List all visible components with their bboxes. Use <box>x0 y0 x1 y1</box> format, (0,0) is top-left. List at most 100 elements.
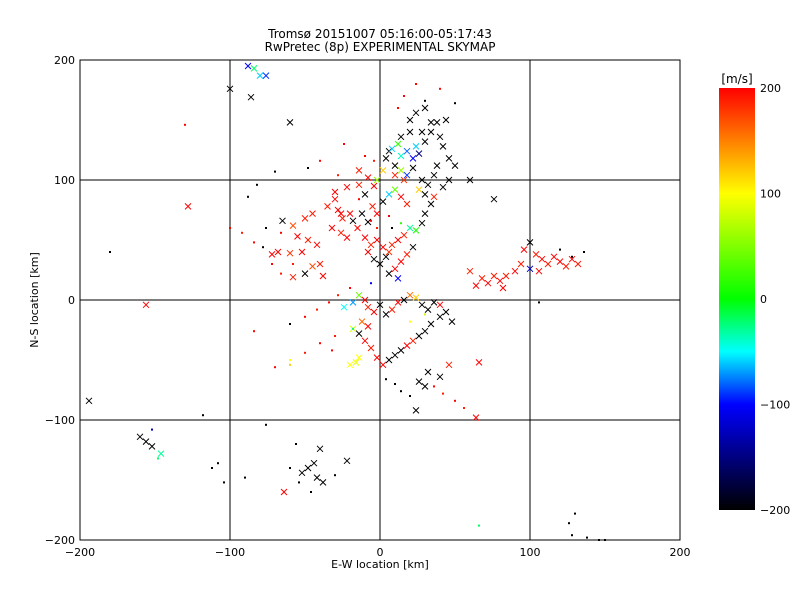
data-point-dot <box>442 392 444 395</box>
data-point-x <box>373 176 381 184</box>
data-point-x <box>433 162 441 169</box>
data-point-x <box>430 299 438 306</box>
data-point-x <box>373 210 381 217</box>
data-point-x <box>354 224 361 232</box>
data-point-x <box>397 152 405 160</box>
data-point-x <box>430 193 438 201</box>
data-point-x <box>397 258 405 265</box>
data-point-x <box>403 200 411 208</box>
data-point-x <box>532 251 540 258</box>
data-point-x <box>412 227 420 234</box>
data-point-x <box>328 224 336 232</box>
data-point-x <box>358 318 366 325</box>
data-point-x <box>409 164 417 172</box>
y-axis-label: N-S location [km] <box>28 252 41 348</box>
data-point-x <box>394 299 402 306</box>
data-point-x <box>337 210 345 217</box>
data-point-dot <box>289 323 291 325</box>
data-point-dot <box>262 246 264 249</box>
data-point-x <box>403 171 411 179</box>
colorbar-label: [m/s] <box>721 72 752 86</box>
data-point-x <box>346 361 354 369</box>
data-point-x <box>421 383 429 390</box>
data-point-x <box>400 176 408 184</box>
data-point-dot <box>184 123 186 126</box>
data-point-dot <box>397 107 399 109</box>
data-point-dot <box>316 308 318 311</box>
data-point-x <box>466 176 474 184</box>
data-point-x <box>391 162 399 169</box>
data-point-x <box>364 174 372 181</box>
data-point-x <box>310 459 318 467</box>
data-point-x <box>346 210 354 217</box>
chart-title: Tromsø 20151007 05:16:00-05:17:43 <box>267 27 492 41</box>
data-point-x <box>445 176 453 184</box>
data-point-dot <box>289 363 291 366</box>
data-point-dot <box>583 251 585 253</box>
data-point-dot <box>319 159 321 162</box>
chart-subtitle: RwPretec (8p) EXPERIMENTAL SKYMAP <box>265 40 496 54</box>
data-point-x <box>391 171 399 179</box>
x-tick-label: 0 <box>377 546 384 559</box>
data-point-dot <box>337 174 339 177</box>
data-point-dot <box>274 366 276 369</box>
data-point-x <box>376 301 384 309</box>
data-point-x <box>484 279 492 287</box>
data-point-x <box>442 308 450 316</box>
data-point-dot <box>571 534 573 537</box>
data-point-dot <box>304 315 306 318</box>
y-tick-label: 100 <box>54 174 75 187</box>
data-point-x <box>379 167 387 174</box>
data-point-dot <box>376 227 378 229</box>
data-point-dot <box>241 231 243 234</box>
data-point-x <box>511 267 519 275</box>
data-point-x <box>562 263 570 270</box>
colorbar-ticks: 200 100 0 −100 −200 <box>760 82 790 517</box>
data-point-x <box>339 215 346 222</box>
data-point-x <box>436 313 444 321</box>
data-point-x <box>424 181 432 189</box>
data-point-x <box>331 195 339 203</box>
data-point-x <box>421 138 429 145</box>
colorbar-tick-label: −100 <box>760 399 790 412</box>
x-tick-label: −100 <box>215 546 245 559</box>
data-point-x <box>517 260 525 268</box>
data-point-x <box>316 260 324 268</box>
data-point-dot <box>370 219 372 222</box>
data-point-dot <box>265 423 267 426</box>
data-point-x <box>538 255 546 263</box>
data-point-x <box>304 236 312 244</box>
data-point-dot <box>409 395 411 397</box>
data-point-x <box>244 62 252 70</box>
data-point-x <box>418 301 426 309</box>
data-point-x <box>550 253 558 261</box>
data-point-dot <box>280 272 282 275</box>
data-point-x <box>472 414 480 421</box>
data-point-x <box>526 239 534 246</box>
y-tick-label: −200 <box>45 534 75 547</box>
data-point-x <box>148 443 156 450</box>
data-point-x <box>343 457 351 465</box>
data-point-x <box>403 251 411 258</box>
data-point-x <box>268 251 276 258</box>
data-point-dot <box>478 524 480 527</box>
data-point-x <box>280 488 288 496</box>
colorbar: [m/s] 200 100 0 −100 −200 <box>719 72 790 517</box>
data-point-x <box>364 323 372 330</box>
data-point-x <box>349 299 357 306</box>
data-point-x <box>436 301 444 309</box>
data-point-dot <box>295 443 297 445</box>
data-point-dot <box>403 95 405 97</box>
data-point-x <box>409 243 417 251</box>
data-point-dot <box>400 222 402 225</box>
data-point-x <box>358 210 366 217</box>
data-point-x <box>415 332 423 340</box>
data-point-x <box>309 263 316 270</box>
data-point-x <box>403 147 411 155</box>
data-point-dot <box>409 320 411 323</box>
data-point-dot <box>280 231 282 234</box>
data-point-x <box>298 469 306 477</box>
data-point-x <box>412 407 420 414</box>
data-point-x <box>442 116 450 124</box>
data-point-x <box>298 248 306 256</box>
